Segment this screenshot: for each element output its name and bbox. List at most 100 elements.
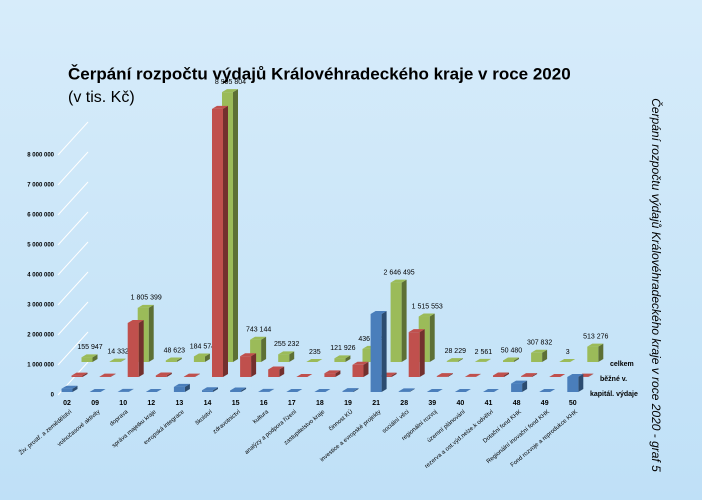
- row-label: kapitál. výdaje: [590, 391, 638, 398]
- bar-side: [598, 343, 604, 362]
- bar-top: [324, 370, 341, 374]
- bar-side: [532, 373, 538, 377]
- bar-side: [570, 358, 576, 362]
- x-code-label: 28: [400, 400, 408, 407]
- bar-side: [194, 373, 200, 377]
- bar-top: [342, 388, 359, 392]
- bar: [493, 375, 504, 377]
- grid-line: [57, 211, 89, 246]
- bar-side: [429, 313, 435, 362]
- value-label: 235: [309, 349, 321, 356]
- bar-side: [233, 89, 238, 362]
- x-tick-label: činnost KÚ: [328, 408, 355, 432]
- y-tick-label: 5 000 000: [27, 243, 54, 249]
- bar: [71, 375, 83, 377]
- chart-subtitle: (v tis. Kč): [68, 89, 135, 106]
- bar-side: [475, 373, 481, 377]
- bar-side: [485, 358, 491, 362]
- value-label: 50 480: [501, 347, 523, 354]
- x-tick-label: Živ. prostř. a zemědělství: [17, 407, 73, 456]
- bar-side: [335, 370, 341, 377]
- bar-top: [155, 372, 172, 376]
- bar-top: [278, 351, 295, 355]
- x-code-label: 12: [147, 400, 155, 407]
- side-title: Čerpání rozpočtu výdajů Královéhradeckéh…: [649, 98, 664, 472]
- bar-top: [183, 373, 200, 377]
- bar: [193, 356, 205, 362]
- bar-side: [261, 336, 267, 362]
- value-label: 155 947: [77, 344, 102, 351]
- value-label: 8 995 804: [215, 79, 246, 86]
- bar-side: [391, 372, 397, 377]
- bar-top: [222, 89, 238, 93]
- y-tick-label: 7 000 000: [27, 183, 54, 189]
- bar-side: [120, 358, 126, 362]
- bar: [81, 357, 93, 362]
- bar-top: [587, 343, 604, 347]
- y-tick-label: 3 000 000: [27, 303, 54, 309]
- bar-top: [109, 358, 126, 362]
- x-code-label: 16: [260, 400, 268, 407]
- x-tick-label: doprava: [109, 409, 130, 428]
- bar-side: [353, 388, 359, 392]
- bar-top: [559, 358, 576, 362]
- bar-top: [334, 355, 351, 359]
- bar-top: [117, 388, 134, 392]
- bar-side: [82, 372, 88, 377]
- row-label: běžné v.: [600, 376, 627, 383]
- bar-top: [268, 366, 285, 370]
- value-label: 14 332: [107, 348, 129, 355]
- x-code-label: 50: [569, 400, 577, 407]
- x-code-label: 19: [344, 400, 352, 407]
- bar: [212, 108, 223, 378]
- bar: [324, 373, 336, 377]
- bar-side: [522, 380, 528, 392]
- value-label: 184 574: [190, 343, 215, 350]
- bar-top: [511, 380, 528, 384]
- bar: [127, 322, 139, 377]
- bar-top: [408, 329, 425, 333]
- bar: [268, 369, 280, 377]
- bar-top: [193, 353, 210, 357]
- bar-side: [241, 387, 247, 392]
- bar-top: [314, 389, 331, 392]
- value-label: 513 276: [583, 333, 608, 340]
- bar-side: [307, 373, 313, 377]
- bar-top: [230, 387, 247, 391]
- bar-top: [493, 372, 509, 376]
- value-label: 1 805 399: [131, 295, 162, 302]
- bar-side: [138, 319, 144, 377]
- bar-side: [148, 304, 154, 362]
- grid-line: [57, 181, 89, 216]
- bar: [408, 332, 420, 377]
- bar-top: [426, 389, 443, 392]
- bar-top: [137, 304, 154, 308]
- bar-side: [184, 383, 190, 392]
- bar-top: [521, 373, 538, 377]
- bar: [587, 346, 599, 362]
- bar-side: [578, 374, 584, 392]
- bar-side: [166, 372, 172, 377]
- bar-side: [542, 349, 548, 362]
- x-code-label: 13: [176, 400, 184, 407]
- bar-top: [464, 373, 481, 377]
- bar-top: [296, 373, 313, 377]
- bar: [398, 391, 410, 392]
- bar: [240, 356, 252, 377]
- bar: [362, 348, 374, 362]
- bar-top: [503, 357, 519, 361]
- y-tick-label: 1 000 000: [27, 363, 54, 369]
- chart-title: Čerpání rozpočtu výdajů Královéhradeckéh…: [68, 64, 571, 83]
- bar-top: [99, 373, 116, 377]
- y-tick-label: 2 000 000: [27, 333, 54, 339]
- x-code-label: 02: [63, 400, 71, 407]
- bar-top: [306, 358, 323, 362]
- grid-line: [57, 121, 89, 156]
- bar-side: [409, 388, 415, 392]
- bar-side: [92, 354, 98, 362]
- x-code-label: 14: [204, 400, 212, 407]
- bar-side: [279, 366, 285, 377]
- bar-top: [549, 373, 566, 377]
- x-code-label: 41: [485, 400, 493, 407]
- bar-side: [204, 353, 210, 362]
